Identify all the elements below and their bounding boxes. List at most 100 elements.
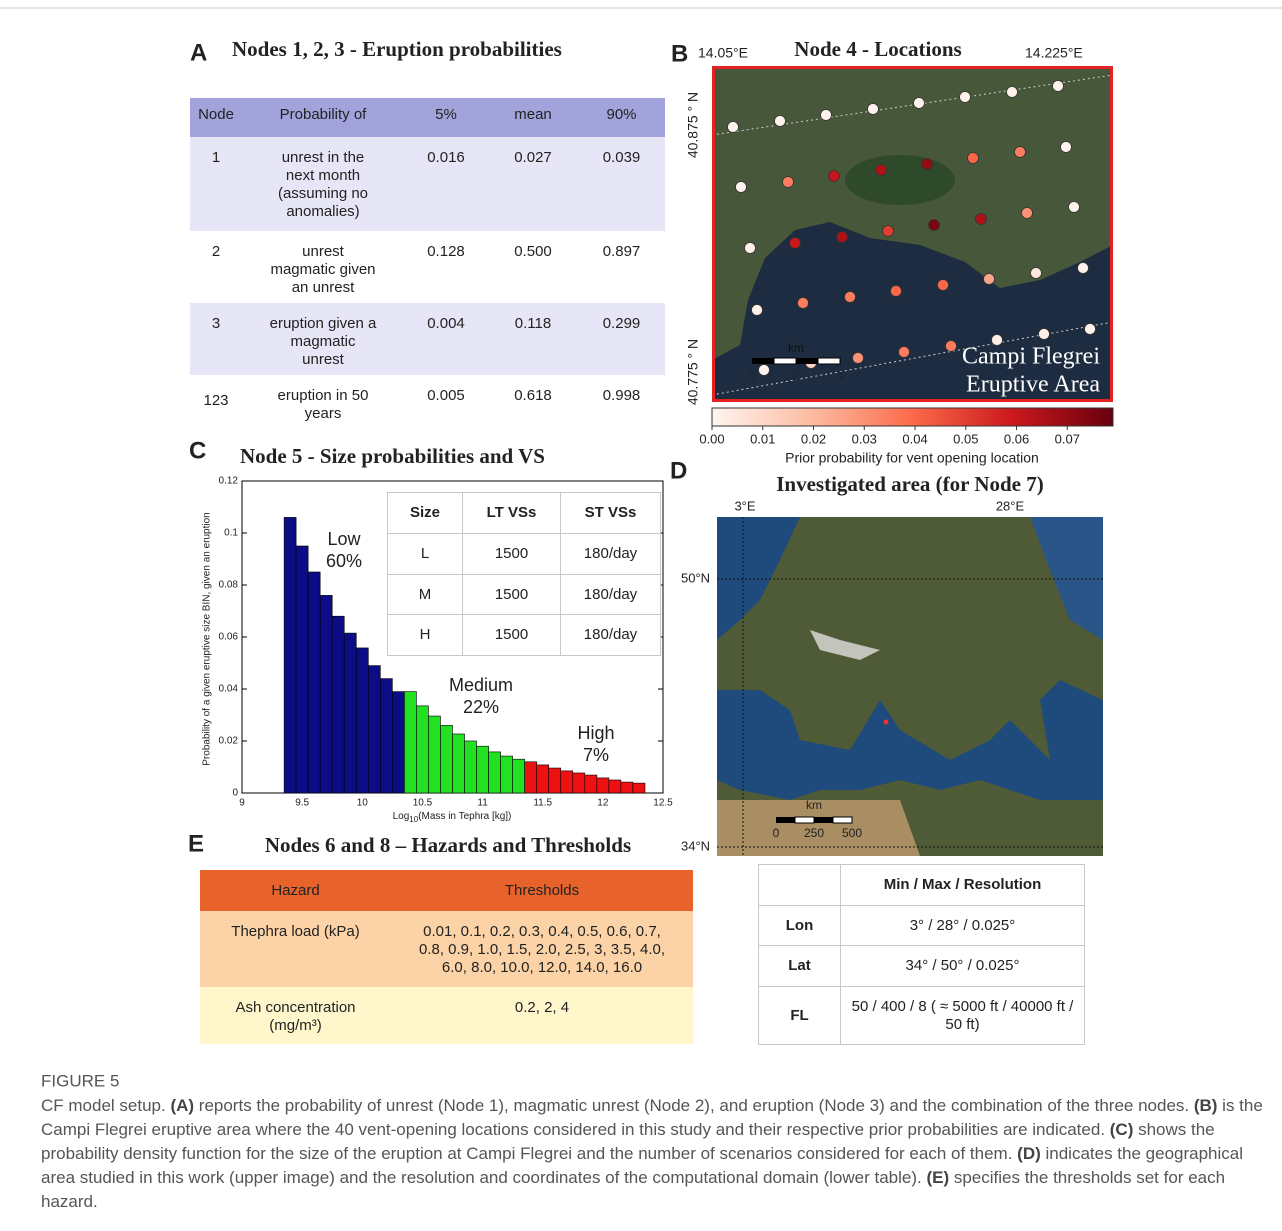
table-cell: Hazard: [200, 870, 391, 911]
table-cell: M: [388, 575, 463, 615]
lon-label: 14.225°E: [1025, 45, 1083, 61]
caption-text: (A): [170, 1096, 194, 1115]
table-row: 123eruption in 50 years0.0050.6180.998: [190, 375, 665, 432]
scale-bar: [752, 358, 774, 364]
y-tick-label: 0.02: [219, 736, 239, 747]
vent-location: [938, 280, 949, 291]
table-cell: 5%: [404, 98, 488, 137]
colorbar-label: Prior probability for vent opening locat…: [785, 450, 1039, 466]
y-tick-label: 0.08: [219, 580, 239, 591]
vent-location: [745, 243, 756, 254]
vent-location: [837, 232, 848, 243]
table-cell: 1500: [463, 615, 561, 656]
vent-location: [845, 292, 856, 303]
scale-bar: [776, 817, 795, 823]
vent-location: [929, 220, 940, 231]
x-axis-label: Log10(Mass in Tephra [kg]): [393, 811, 512, 824]
table-cell: FL: [759, 987, 841, 1045]
x-tick-label: 10.5: [413, 798, 433, 809]
vent-location: [752, 305, 763, 316]
vent-location: [1085, 324, 1096, 335]
vent-location: [1061, 142, 1072, 153]
table-cell: Node: [190, 98, 242, 137]
vent-location: [960, 92, 971, 103]
bar: [296, 546, 308, 793]
colorbar-tick-label: 0.01: [750, 431, 775, 446]
y-axis-label: Probability of a given eruptive size BIN…: [202, 512, 213, 765]
table-row: L1500180/day: [388, 534, 661, 575]
scale-unit: km: [806, 798, 822, 812]
table-cell: 0.299: [578, 303, 665, 375]
table-cell: 0.01, 0.1, 0.2, 0.3, 0.4, 0.5, 0.6, 0.7,…: [391, 911, 693, 987]
page: A Nodes 1, 2, 3 - Eruption probabilities…: [0, 0, 1282, 1231]
bar: [633, 783, 645, 793]
table-row: Thephra load (kPa)0.01, 0.1, 0.2, 0.3, 0…: [200, 911, 693, 987]
annotation: 22%: [463, 697, 499, 717]
vent-location: [984, 274, 995, 285]
annotation: Low: [327, 529, 361, 549]
chart-title: Node 5 - Size probabilities and VS: [240, 444, 545, 468]
bar: [284, 517, 296, 793]
scale-bar: [774, 358, 796, 364]
table-cell: Size: [388, 493, 463, 534]
table-cell: 3° / 28° / 0.025°: [841, 906, 1085, 946]
table-cell: 0.016: [404, 137, 488, 231]
caption: CF model setup. (A) reports the probabil…: [41, 1070, 1266, 1214]
vent-location: [1031, 268, 1042, 279]
bar: [597, 778, 609, 793]
table-cell: 0.005: [404, 375, 488, 432]
bar: [513, 759, 525, 793]
table-header: NodeProbability of5%mean90%: [190, 98, 665, 137]
bar: [356, 648, 368, 793]
bar: [561, 771, 573, 793]
table: Min / Max / ResolutionLon3° / 28° / 0.02…: [758, 864, 1085, 1045]
caption-text: reports the probability of unrest (Node …: [194, 1096, 1194, 1115]
table-cell: 1500: [463, 575, 561, 615]
bar: [621, 782, 633, 793]
bar: [525, 762, 537, 793]
vent-location: [821, 110, 832, 121]
scale-label: 250: [804, 826, 824, 840]
vent-location: [1069, 202, 1080, 213]
vent-location: [891, 286, 902, 297]
scale-label: 2: [793, 369, 800, 383]
table-header: Min / Max / Resolution: [759, 865, 1085, 906]
crater: [845, 155, 955, 205]
table-cell: 34° / 50° / 0.025°: [841, 946, 1085, 987]
table-cell: Ash concentration (mg/m³): [200, 987, 391, 1044]
colorbar-tick-label: 0.03: [852, 431, 877, 446]
x-tick-label: 11.5: [533, 798, 552, 809]
vent-location: [1078, 263, 1089, 274]
colorbar-tick-label: 0.07: [1055, 431, 1080, 446]
scale-label: 0: [749, 369, 756, 383]
bar: [501, 756, 513, 793]
panel-letter: B: [671, 40, 688, 67]
table-row: 1unrest in the next month (assuming no a…: [190, 137, 665, 231]
bar: [453, 734, 465, 793]
panel-title: Node 4 - Locations: [794, 37, 961, 61]
vent-location: [1039, 329, 1050, 340]
panel-title: Nodes 6 and 8 – Hazards and Thresholds: [265, 833, 631, 857]
vent-location: [728, 122, 739, 133]
table-cell: [759, 865, 841, 906]
scale-unit: km: [788, 341, 804, 355]
panel-title: Nodes 1, 2, 3 - Eruption probabilities: [232, 37, 562, 61]
annotation: 60%: [326, 551, 362, 571]
table-cell: 2: [190, 231, 242, 303]
x-tick-label: 9.5: [295, 798, 309, 809]
caption-text: (E): [926, 1168, 949, 1187]
table-cell: eruption in 50 years: [242, 375, 404, 432]
colorbar-tick-label: 0.02: [801, 431, 826, 446]
table: NodeProbability of5%mean90%1unrest in th…: [190, 98, 665, 432]
table-cell: H: [388, 615, 463, 656]
table-cell: unrest in the next month (assuming no an…: [242, 137, 404, 231]
table-cell: 3: [190, 303, 242, 375]
vent-location: [899, 347, 910, 358]
